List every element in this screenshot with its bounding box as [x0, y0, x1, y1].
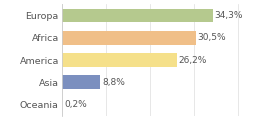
Text: 30,5%: 30,5%: [198, 33, 226, 42]
Bar: [62, 53, 177, 67]
Text: 34,3%: 34,3%: [214, 11, 243, 20]
Bar: [62, 31, 196, 45]
Text: 26,2%: 26,2%: [179, 55, 207, 65]
Bar: [62, 75, 100, 89]
Text: 8,8%: 8,8%: [102, 78, 125, 87]
Text: 0,2%: 0,2%: [64, 100, 87, 109]
Bar: [62, 9, 213, 22]
